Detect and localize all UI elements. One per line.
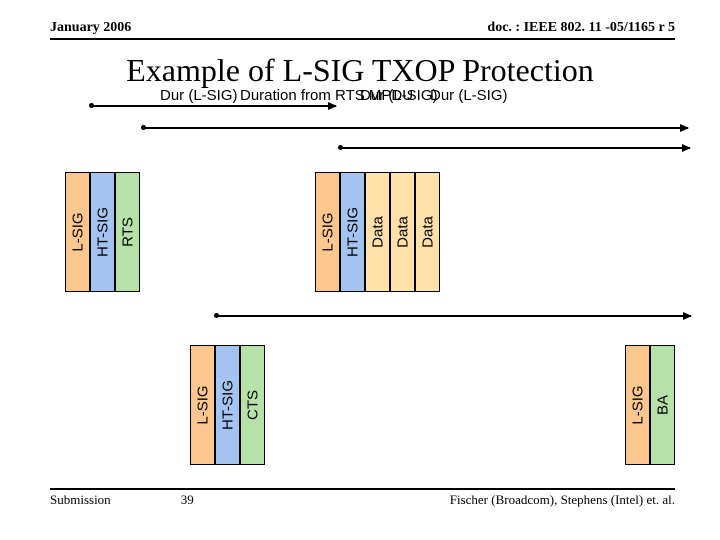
- protocol-block: RTS: [115, 172, 140, 292]
- arrow-origin-dot: [141, 125, 146, 130]
- block-label: Data: [369, 216, 386, 248]
- duration-arrow: [216, 315, 691, 317]
- protocol-block: L-SIG: [190, 345, 215, 465]
- protocol-block: HT-SIG: [340, 172, 365, 292]
- block-label: HT-SIG: [219, 380, 236, 430]
- block-label: L-SIG: [629, 385, 646, 424]
- block-label: L-SIG: [319, 212, 336, 251]
- diagram: Dur (L-SIG)Duration from RTS MPDUDur (L-…: [50, 95, 700, 460]
- duration-arrow: [91, 105, 336, 107]
- block-label: HT-SIG: [344, 207, 361, 257]
- block-label: RTS: [119, 217, 136, 247]
- protocol-block: HT-SIG: [90, 172, 115, 292]
- block-label: HT-SIG: [94, 207, 111, 257]
- duration-arrow: [143, 127, 688, 129]
- protocol-block: L-SIG: [65, 172, 90, 292]
- header-docref: doc. : IEEE 802. 11 -05/1165 r 5: [487, 20, 675, 36]
- arrow-label: Dur (L-SIG): [160, 87, 238, 104]
- protocol-block: Data: [390, 172, 415, 292]
- footer: Submission 39 Fischer (Broadcom), Stephe…: [50, 488, 675, 508]
- block-label: Data: [394, 216, 411, 248]
- protocol-block: BA: [650, 345, 675, 465]
- footer-page: 39: [181, 492, 194, 508]
- protocol-block: HT-SIG: [215, 345, 240, 465]
- arrow-origin-dot: [214, 313, 219, 318]
- block-label: BA: [654, 395, 671, 415]
- arrow-label: Dur (L-SIG): [360, 87, 438, 104]
- arrow-label: Dur (L-SIG): [430, 87, 508, 104]
- footer-submission: Submission: [50, 492, 111, 508]
- protocol-block: L-SIG: [315, 172, 340, 292]
- arrow-origin-dot: [89, 103, 94, 108]
- duration-arrow: [340, 147, 690, 149]
- protocol-block: L-SIG: [625, 345, 650, 465]
- arrow-origin-dot: [338, 145, 343, 150]
- protocol-block: Data: [365, 172, 390, 292]
- block-label: CTS: [244, 390, 261, 420]
- footer-authors: Fischer (Broadcom), Stephens (Intel) et.…: [450, 492, 675, 508]
- header: January 2006 doc. : IEEE 802. 11 -05/116…: [50, 20, 675, 40]
- block-label: L-SIG: [194, 385, 211, 424]
- block-label: L-SIG: [69, 212, 86, 251]
- protocol-block: CTS: [240, 345, 265, 465]
- protocol-block: Data: [415, 172, 440, 292]
- block-label: Data: [419, 216, 436, 248]
- header-date: January 2006: [50, 20, 131, 36]
- page-title: Example of L-SIG TXOP Protection: [0, 52, 720, 89]
